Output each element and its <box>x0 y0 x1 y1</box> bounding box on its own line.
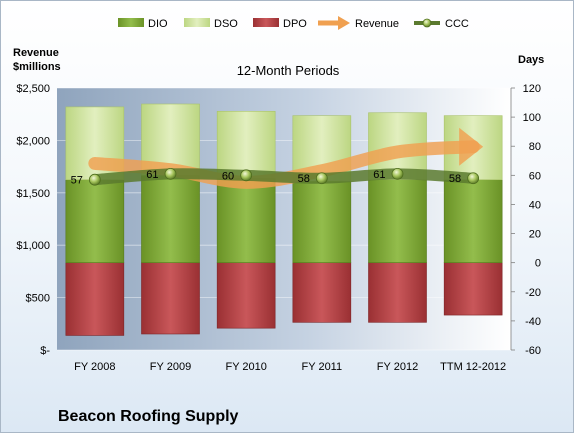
legend-swatch-ccc <box>414 18 440 28</box>
ccc-data-label: 57 <box>71 175 83 187</box>
ccc-point <box>164 167 177 180</box>
dpo-bar <box>368 262 427 323</box>
data-labels: 57 61 60 58 61 58 <box>71 169 462 187</box>
ccc-data-label: 58 <box>449 173 461 185</box>
right-axis-title: Days <box>518 54 544 66</box>
left-axis-tick-label: $1,000 <box>16 240 50 252</box>
chart-subtitle: 12-Month Periods <box>237 63 340 78</box>
ccc-data-label: 60 <box>222 170 234 182</box>
dio-bar <box>443 179 503 263</box>
right-axis-tick-label: -40 <box>525 316 541 328</box>
legend-label-revenue: Revenue <box>355 18 399 30</box>
dpo-bar <box>443 262 503 316</box>
axes: $- $500 $1,000 $1,500 $2,000 $2,500 -60 -40 -20 0… <box>16 83 541 373</box>
ccc-point <box>315 172 328 185</box>
ccc-data-label: 58 <box>298 173 310 185</box>
right-axis-tick-label: 40 <box>529 199 541 211</box>
right-axis-tick-label: 80 <box>529 141 541 153</box>
legend-label-dso: DSO <box>214 18 238 30</box>
legend-label-dio: DIO <box>148 18 168 30</box>
bars <box>65 103 503 336</box>
left-axis-tick-label: $500 <box>26 293 50 305</box>
ccc-line-path <box>89 168 479 186</box>
ccc-data-label: 61 <box>146 169 158 181</box>
right-axis-tick-label: 0 <box>535 258 541 270</box>
legend-swatch-dso <box>184 18 210 27</box>
right-axis-tick-label: 120 <box>523 83 541 95</box>
left-axis-title-line1: Revenue <box>13 47 59 59</box>
left-axis-tick-label: $2,000 <box>16 135 50 147</box>
dpo-bar <box>216 262 276 329</box>
legend-swatch-dpo <box>253 18 279 27</box>
legend: DIO DSO DPO Revenue CCC <box>118 16 469 30</box>
dpo-bar <box>141 262 200 335</box>
company-name: Beacon Roofing Supply <box>58 408 239 425</box>
category-label: FY 2010 <box>225 361 266 373</box>
legend-label-ccc: CCC <box>445 18 469 30</box>
category-label: FY 2009 <box>150 361 191 373</box>
grid <box>57 87 511 351</box>
left-axis-tick-label: $2,500 <box>16 83 50 95</box>
ccc-point <box>88 173 101 186</box>
category-label: FY 2012 <box>377 361 418 373</box>
right-axis-tick-label: 100 <box>523 112 541 124</box>
right-axis-tick-label: -60 <box>525 345 541 357</box>
right-axis-tick-label: 60 <box>529 170 541 182</box>
dio-bar <box>216 177 276 263</box>
dpo-bar <box>292 262 352 323</box>
ccc-line <box>88 167 480 186</box>
dio-bar <box>368 179 427 263</box>
right-axis-tick-label: 20 <box>529 229 541 241</box>
legend-swatch-revenue <box>318 16 350 30</box>
ccc-point <box>467 172 480 185</box>
left-axis-title-line2: $millions <box>13 61 61 73</box>
category-label: FY 2008 <box>74 361 115 373</box>
ccc-point <box>240 169 253 182</box>
dpo-bar <box>65 262 125 336</box>
dio-bar <box>65 179 125 263</box>
left-axis-tick-label: $1,500 <box>16 188 50 200</box>
ccc-point <box>391 167 404 180</box>
category-label: FY 2011 <box>302 361 343 373</box>
legend-swatch-dio <box>118 18 144 27</box>
ccc-data-label: 61 <box>373 169 385 181</box>
right-axis-tick-label: -20 <box>525 287 541 299</box>
category-label: TTM 12-2012 <box>440 361 506 373</box>
legend-label-dpo: DPO <box>283 18 307 30</box>
dio-bar <box>141 175 200 263</box>
left-axis-tick-label: $- <box>40 345 50 357</box>
dio-bar <box>292 180 352 263</box>
dso-bar <box>216 110 276 179</box>
revenue-arrowhead <box>459 127 484 166</box>
plot-area <box>57 88 511 350</box>
